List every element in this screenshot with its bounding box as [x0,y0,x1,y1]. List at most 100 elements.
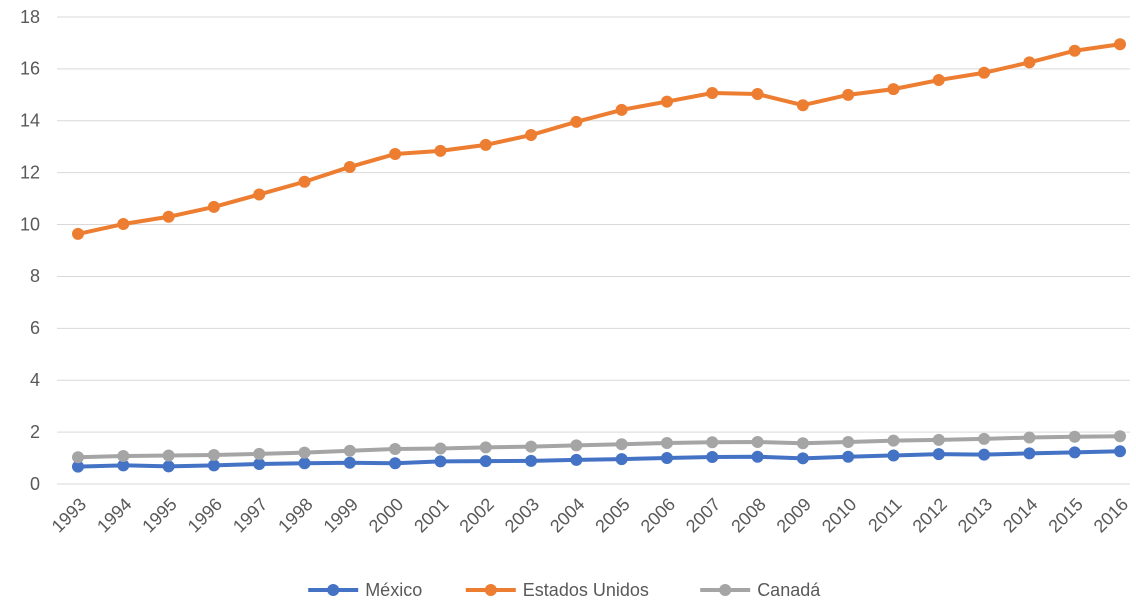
point [796,452,809,465]
point [842,435,855,448]
point [887,83,900,96]
point [389,147,402,160]
point [751,88,764,101]
point [298,175,311,188]
point [706,87,719,100]
x-tick-label: 1996 [184,494,226,536]
point [434,455,447,468]
point [162,210,175,223]
point [932,433,945,446]
point [842,450,855,463]
x-tick-label: 2008 [727,494,769,536]
point [479,441,492,454]
point [706,451,719,464]
point [72,227,84,240]
y-tick-label: 4 [30,370,40,390]
x-tick-label: 2010 [818,494,860,536]
point [570,453,583,466]
x-tick-label: 2003 [501,494,543,536]
x-tick-label: 1999 [320,494,362,536]
point [207,200,220,213]
x-tick-label: 2007 [682,494,724,536]
x-tick-label: 2000 [365,494,407,536]
point [615,438,628,451]
y-tick-label: 12 [20,162,40,182]
x-tick-label: 2014 [999,494,1041,536]
series-line [77,42,1121,236]
x-tick-label: 1995 [138,494,180,536]
x-tick-label: 2001 [410,494,452,536]
point [434,144,447,157]
point [796,437,809,450]
x-tick-label: 2005 [591,494,633,536]
point [253,447,266,460]
point [1023,56,1036,69]
point [117,218,130,231]
x-tick-label: 1998 [274,494,316,536]
series-line [77,449,1121,469]
point [253,458,266,471]
point [117,459,130,472]
point [389,457,402,470]
y-tick-label: 14 [20,111,40,131]
x-tick-label: 2012 [909,494,951,536]
point [117,449,130,462]
x-tick-label: 2011 [864,494,906,536]
point [525,440,538,453]
point [570,439,583,452]
point [978,66,991,79]
point [1068,446,1081,459]
y-tick-label: 18 [20,7,40,27]
point [162,449,175,462]
point [343,160,356,173]
y-tick-label: 6 [30,318,40,338]
point [1114,38,1126,51]
point [72,451,84,464]
point [1114,430,1126,443]
x-tick-label: 1993 [48,494,90,536]
point [660,452,673,465]
point [343,444,356,457]
point [389,442,402,455]
x-tick-label: 2016 [1090,494,1132,536]
point [479,455,492,468]
point [615,103,628,116]
point [932,74,945,87]
point [570,115,583,128]
point [525,129,538,142]
point [1114,445,1126,458]
point [751,450,764,463]
point [162,460,175,473]
x-tick-label: 2013 [954,494,996,536]
point [1023,431,1036,444]
point [615,453,628,466]
point [932,448,945,461]
point [887,449,900,462]
point [978,432,991,445]
point [298,457,311,470]
point [887,434,900,447]
point [207,459,220,472]
legend-marker [327,584,340,596]
series-line [77,434,1121,460]
x-tick-label: 1997 [229,494,271,536]
point [1068,44,1081,57]
legend-marker [484,584,497,596]
legend-label: Canadá [757,580,821,600]
point [978,448,991,461]
y-tick-label: 10 [20,214,40,234]
point [660,437,673,450]
legend-label: Estados Unidos [523,580,649,600]
legend-marker [719,584,732,596]
point [751,435,764,448]
legend-label: México [365,580,422,600]
point [525,454,538,467]
point [434,442,447,455]
x-tick-label: 2004 [546,494,588,536]
x-tick-label: 2015 [1044,494,1086,536]
x-tick-label: 2006 [637,494,679,536]
y-tick-label: 2 [30,422,40,442]
point [72,460,84,473]
point [842,88,855,101]
